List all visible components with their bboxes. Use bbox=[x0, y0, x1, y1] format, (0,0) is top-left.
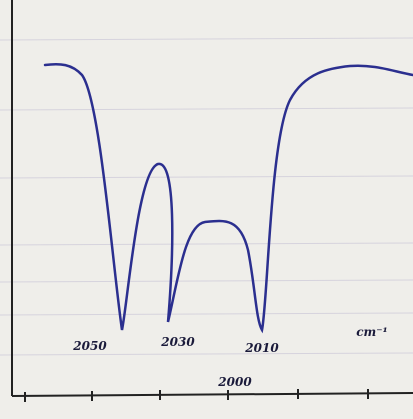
axis-label: 2000 bbox=[217, 375, 252, 389]
peak-label: 2010 bbox=[244, 341, 279, 355]
peak-label: 2030 bbox=[160, 335, 195, 349]
peak-label: 2050 bbox=[72, 339, 107, 353]
spectrum-sketch: 2050 2030 2010 cm⁻¹ 2000 bbox=[0, 0, 413, 419]
unit-label: cm⁻¹ bbox=[356, 325, 388, 339]
paper bbox=[0, 0, 413, 419]
